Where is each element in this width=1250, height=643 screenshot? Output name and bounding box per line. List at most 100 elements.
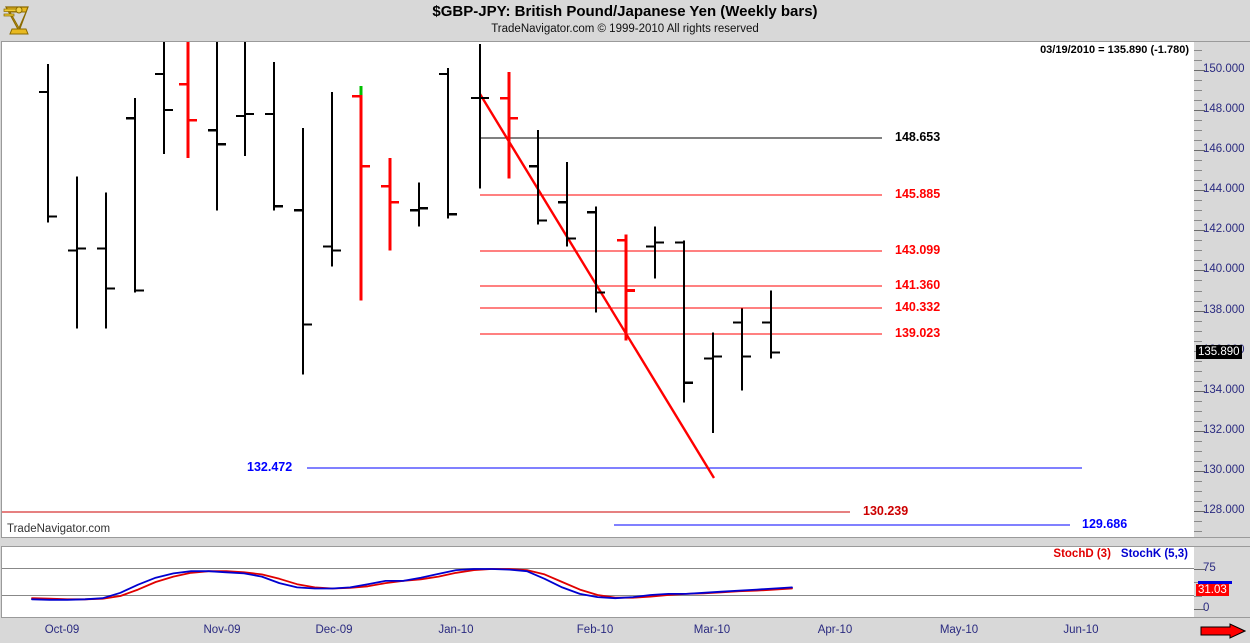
indicator-axis-label: 0: [1203, 602, 1210, 614]
indicator-axis-tick: [1194, 568, 1205, 570]
price-level-label: 130.239: [863, 504, 909, 518]
price-level-label: 141.360: [895, 278, 941, 292]
ohlc-bar[interactable]: [126, 98, 144, 293]
ohlc-bar[interactable]: [529, 130, 547, 225]
price-axis-minor-tick: [1194, 530, 1202, 532]
price-axis-minor-tick: [1194, 200, 1202, 202]
indicator-current-value-badge: 31.03: [1196, 584, 1229, 597]
ohlc-bar[interactable]: [323, 92, 341, 267]
ohlc-bar[interactable]: [410, 182, 428, 227]
price-axis-minor-tick: [1194, 290, 1202, 292]
date-axis-label: May-10: [939, 624, 979, 636]
stochastic-canvas: [2, 568, 1194, 601]
price-axis-minor-tick: [1194, 80, 1202, 82]
price-axis[interactable]: 150.000 148.000 146.000 144.000 142.000 140.0…: [1194, 41, 1250, 538]
price-axis-minor-tick: [1194, 250, 1202, 252]
price-level-label: 132.472: [247, 460, 293, 474]
date-axis-label: Oct-09: [44, 624, 80, 636]
ohlc-bar[interactable]: [381, 158, 399, 251]
price-axis-minor-tick: [1194, 460, 1202, 462]
date-axis-label: Feb-10: [576, 624, 614, 636]
date-axis-label: Mar-10: [693, 624, 731, 636]
ohlc-bar[interactable]: [558, 162, 576, 247]
price-axis-tick: [1194, 470, 1205, 472]
price-axis-tick: [1194, 310, 1205, 312]
price-axis-minor-tick: [1194, 490, 1202, 492]
price-axis-minor-tick: [1194, 180, 1202, 182]
price-axis-minor-tick: [1194, 420, 1202, 422]
ohlc-bar[interactable]: [294, 128, 312, 375]
price-axis-minor-tick: [1194, 320, 1202, 322]
price-axis-minor-tick: [1194, 170, 1202, 172]
ohlc-bar[interactable]: [155, 42, 173, 155]
date-axis-label: Jun-10: [1063, 624, 1099, 636]
price-axis-tick: [1194, 390, 1205, 392]
price-axis-minor-tick: [1194, 100, 1202, 102]
price-axis-label: 134.000: [1203, 383, 1245, 396]
red-right-arrow-icon[interactable]: [1200, 623, 1247, 643]
price-axis-minor-tick: [1194, 410, 1202, 412]
ohlc-bar[interactable]: [97, 192, 115, 329]
stochastic-indicator-pane[interactable]: StochD (3) StochK (5,3): [1, 546, 1194, 618]
price-axis-label: 150.000: [1203, 63, 1245, 76]
price-axis-minor-tick: [1194, 50, 1202, 52]
price-axis-minor-tick: [1194, 370, 1202, 372]
price-axis-label: 130.000: [1203, 463, 1245, 476]
ohlc-bar[interactable]: [471, 44, 489, 189]
ohlc-bar[interactable]: [500, 72, 518, 179]
price-axis-label: 140.000: [1203, 263, 1245, 276]
price-axis-minor-tick: [1194, 210, 1202, 212]
stoch-k-current-marker: [1198, 581, 1232, 585]
ohlc-bar[interactable]: [39, 64, 57, 223]
ohlc-bar[interactable]: [617, 234, 635, 341]
indicator-axis-tick: [1194, 609, 1205, 610]
indicator-axis-label: 75: [1203, 561, 1216, 574]
ohlc-bar[interactable]: [352, 86, 370, 301]
ohlc-bar[interactable]: [587, 206, 605, 313]
date-axis-label: Jan-10: [438, 624, 474, 636]
price-axis-minor-tick: [1194, 240, 1202, 242]
ohlc-bar[interactable]: [762, 290, 780, 359]
date-axis[interactable]: Oct-09 Nov-09 Dec-09 Jan-10 Feb-10 Mar-10 Apr-…: [0, 619, 1250, 643]
current-price-badge: 135.890: [1196, 344, 1242, 359]
indicator-axis[interactable]: 75 0 31.03: [1194, 546, 1250, 618]
price-axis-label: 148.000: [1203, 103, 1245, 116]
price-axis-minor-tick: [1194, 130, 1202, 132]
watermark-text: TradeNavigator.com: [7, 523, 111, 535]
price-axis-label: 146.000: [1203, 143, 1245, 156]
ohlc-bar[interactable]: [646, 226, 664, 279]
price-level-label: 148.653: [895, 130, 941, 144]
ohlc-bar[interactable]: [208, 42, 226, 211]
quote-readout: 03/19/2010 = 135.890 (-1.780): [1040, 44, 1189, 56]
ohlc-bar[interactable]: [704, 332, 722, 433]
price-level-label: 143.099: [895, 243, 941, 257]
price-axis-minor-tick: [1194, 450, 1202, 452]
indicator-legend: StochD (3) StochK (5,3): [1053, 548, 1188, 560]
sextant-logo-icon: [2, 1, 36, 39]
ohlc-bar[interactable]: [179, 42, 197, 159]
ohlc-bar[interactable]: [68, 176, 86, 329]
price-level-label: 140.332: [895, 300, 941, 314]
stoch-k-line[interactable]: [31, 568, 793, 601]
price-axis-minor-tick: [1194, 90, 1202, 92]
price-axis-minor-tick: [1194, 300, 1202, 302]
price-axis-label: 128.000: [1203, 503, 1245, 516]
ohlc-bar[interactable]: [733, 308, 751, 391]
ohlc-bar[interactable]: [675, 240, 693, 403]
price-axis-minor-tick: [1194, 140, 1202, 142]
price-axis-minor-tick: [1194, 500, 1202, 502]
price-axis-tick: [1194, 430, 1205, 432]
price-axis-tick: [1194, 70, 1205, 72]
price-axis-tick: [1194, 190, 1205, 192]
price-axis-minor-tick: [1194, 330, 1202, 332]
price-axis-label: 138.000: [1203, 303, 1245, 316]
price-axis-minor-tick: [1194, 220, 1202, 222]
price-axis-minor-tick: [1194, 60, 1202, 62]
price-chart-pane[interactable]: 03/19/2010 = 135.890 (-1.780) 148.653 145…: [1, 41, 1194, 538]
ohlc-bar[interactable]: [265, 62, 283, 211]
price-axis-tick: [1194, 270, 1205, 272]
price-level-label: 129.686: [1082, 517, 1128, 531]
price-axis-minor-tick: [1194, 360, 1202, 362]
ohlc-bar[interactable]: [439, 68, 457, 219]
ohlc-bar[interactable]: [236, 42, 254, 157]
